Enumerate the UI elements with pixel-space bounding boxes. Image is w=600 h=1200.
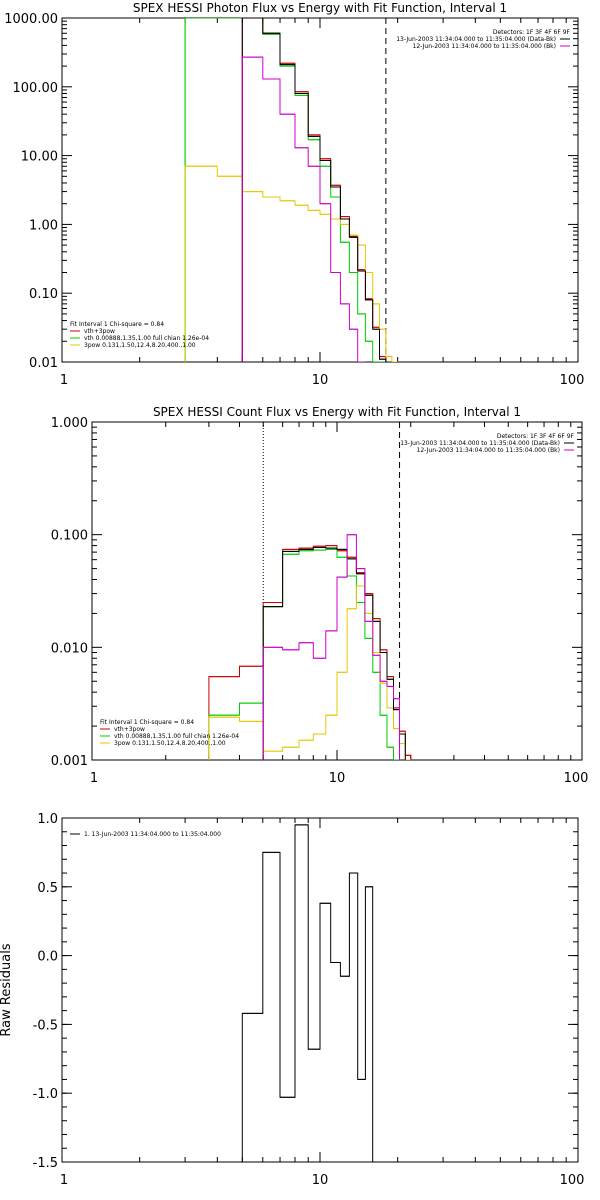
- series-line: [241, 18, 387, 362]
- legend-label: vth+3pow: [114, 726, 145, 733]
- series-background: [241, 56, 366, 362]
- series-total: [262, 546, 406, 760]
- y-tick-label: 0.5: [37, 881, 58, 896]
- legend-label: vth+3pow: [84, 328, 115, 335]
- series-line: [208, 548, 400, 760]
- y-tick-label: 0.01: [29, 356, 58, 371]
- legend-label: 13-Jun-2003 11:34:04.000 to 11:35:04.000…: [396, 36, 556, 43]
- chart-panel-1: SPEX HESSI Photon Flux vs Energy with Fi…: [4, 1, 584, 388]
- series-vth: [208, 548, 400, 760]
- series-vth_plus_3pow: [208, 545, 412, 760]
- series-background: [262, 534, 400, 760]
- series-line: [241, 18, 387, 362]
- plot-area: [184, 18, 398, 362]
- legend-label: 12-Jun-2003 11:34:04.000 to 11:35:04.000…: [417, 447, 560, 454]
- x-tick-label: 100: [560, 1173, 585, 1188]
- legend-left: Fit Interval 1 Chi-square = 0.84vth+3pow…: [100, 719, 239, 747]
- legend-label: 13-Jun-2003 11:34:04.000 to 11:35:04.000…: [400, 440, 560, 447]
- series-vth: [184, 18, 386, 362]
- x-tick-label: 100: [560, 373, 585, 388]
- y-tick-label: 0.100: [51, 529, 88, 544]
- y-tick-label: 1.0: [37, 812, 58, 827]
- y-tick-label: -1.0: [33, 1087, 58, 1102]
- legend-label: vth 0.00888,1.35,1.00 full chian 1.26e-0…: [114, 733, 239, 740]
- y-tick-label: 1.000: [51, 416, 88, 431]
- series-line: [241, 824, 374, 1162]
- legend-label: 12-Jun-2003 11:34:04.000 to 11:35:04.000…: [413, 43, 556, 50]
- y-tick-label: 10.00: [21, 150, 58, 165]
- y-tick-label: 1.00: [29, 218, 58, 233]
- y-tick-label: 0.010: [51, 641, 88, 656]
- x-tick-label: 10: [312, 373, 329, 388]
- legend-label: 3pow 0.131,1.50,12.4,8.20,400.,1.00: [84, 342, 196, 349]
- chart-panel-2: SPEX HESSI Count Flux vs Energy with Fit…: [51, 405, 589, 786]
- series-line: [262, 534, 400, 760]
- x-tick-label: 100: [564, 771, 589, 786]
- series-total: [241, 824, 374, 1162]
- legend-header: Detectors: 1F 3F 4F 6F 9F: [497, 433, 575, 440]
- x-tick-label: 1: [60, 373, 68, 388]
- legend-header: Fit Interval 1 Chi-square = 0.84: [70, 321, 164, 328]
- y-tick-label: 1000.00: [4, 12, 58, 27]
- series-line: [262, 547, 406, 760]
- x-tick-label: 1: [90, 771, 98, 786]
- y-tick-label: -0.5: [33, 1018, 58, 1033]
- y-tick-label: 0.10: [29, 287, 58, 302]
- legend-header: Fit Interval 1 Chi-square = 0.84: [100, 719, 194, 726]
- y-tick-label: 0.0: [37, 950, 58, 965]
- series-line: [241, 56, 366, 362]
- series-three_pow: [208, 585, 411, 760]
- legend-left: Fit Interval 1 Chi-square = 0.84vth+3pow…: [70, 321, 209, 349]
- legend-header: Detectors: 1F 3F 4F 6F 9F: [493, 29, 571, 36]
- legend-label: vth 0.00888,1.35,1.00 full chian 1.26e-0…: [84, 335, 209, 342]
- y-tick-label: -1.5: [33, 1156, 58, 1171]
- chart-title: SPEX HESSI Count Flux vs Energy with Fit…: [153, 405, 521, 419]
- series-total: [241, 18, 387, 362]
- y-tick-label: 100.00: [13, 81, 59, 96]
- series-vth_plus_3pow: [241, 18, 387, 362]
- legend-label: 1. 13-Jun-2003 11:34:04.000 to 11:35:04.…: [84, 831, 221, 838]
- y-axis-label: Raw Residuals: [0, 943, 14, 1036]
- legend-label: 3pow 0.131,1.50,12.4,8.20,400.,1.00: [114, 740, 226, 747]
- chart-panel-3: Raw Residuals 1 10 100 1.0 0.5 0.0 -0.5 -1.0 -1.5…: [0, 812, 584, 1188]
- x-tick-label: 1: [60, 1173, 68, 1188]
- x-tick-label: 10: [312, 1173, 329, 1188]
- plot-area: [208, 422, 412, 760]
- series-line: [184, 18, 386, 362]
- y-tick-label: 0.001: [51, 754, 88, 769]
- x-tick-label: 10: [329, 771, 346, 786]
- legend-left: 1. 13-Jun-2003 11:34:04.000 to 11:35:04.…: [70, 831, 221, 838]
- plot-area: [241, 824, 374, 1162]
- chart-title: SPEX HESSI Photon Flux vs Energy with Fi…: [133, 1, 507, 15]
